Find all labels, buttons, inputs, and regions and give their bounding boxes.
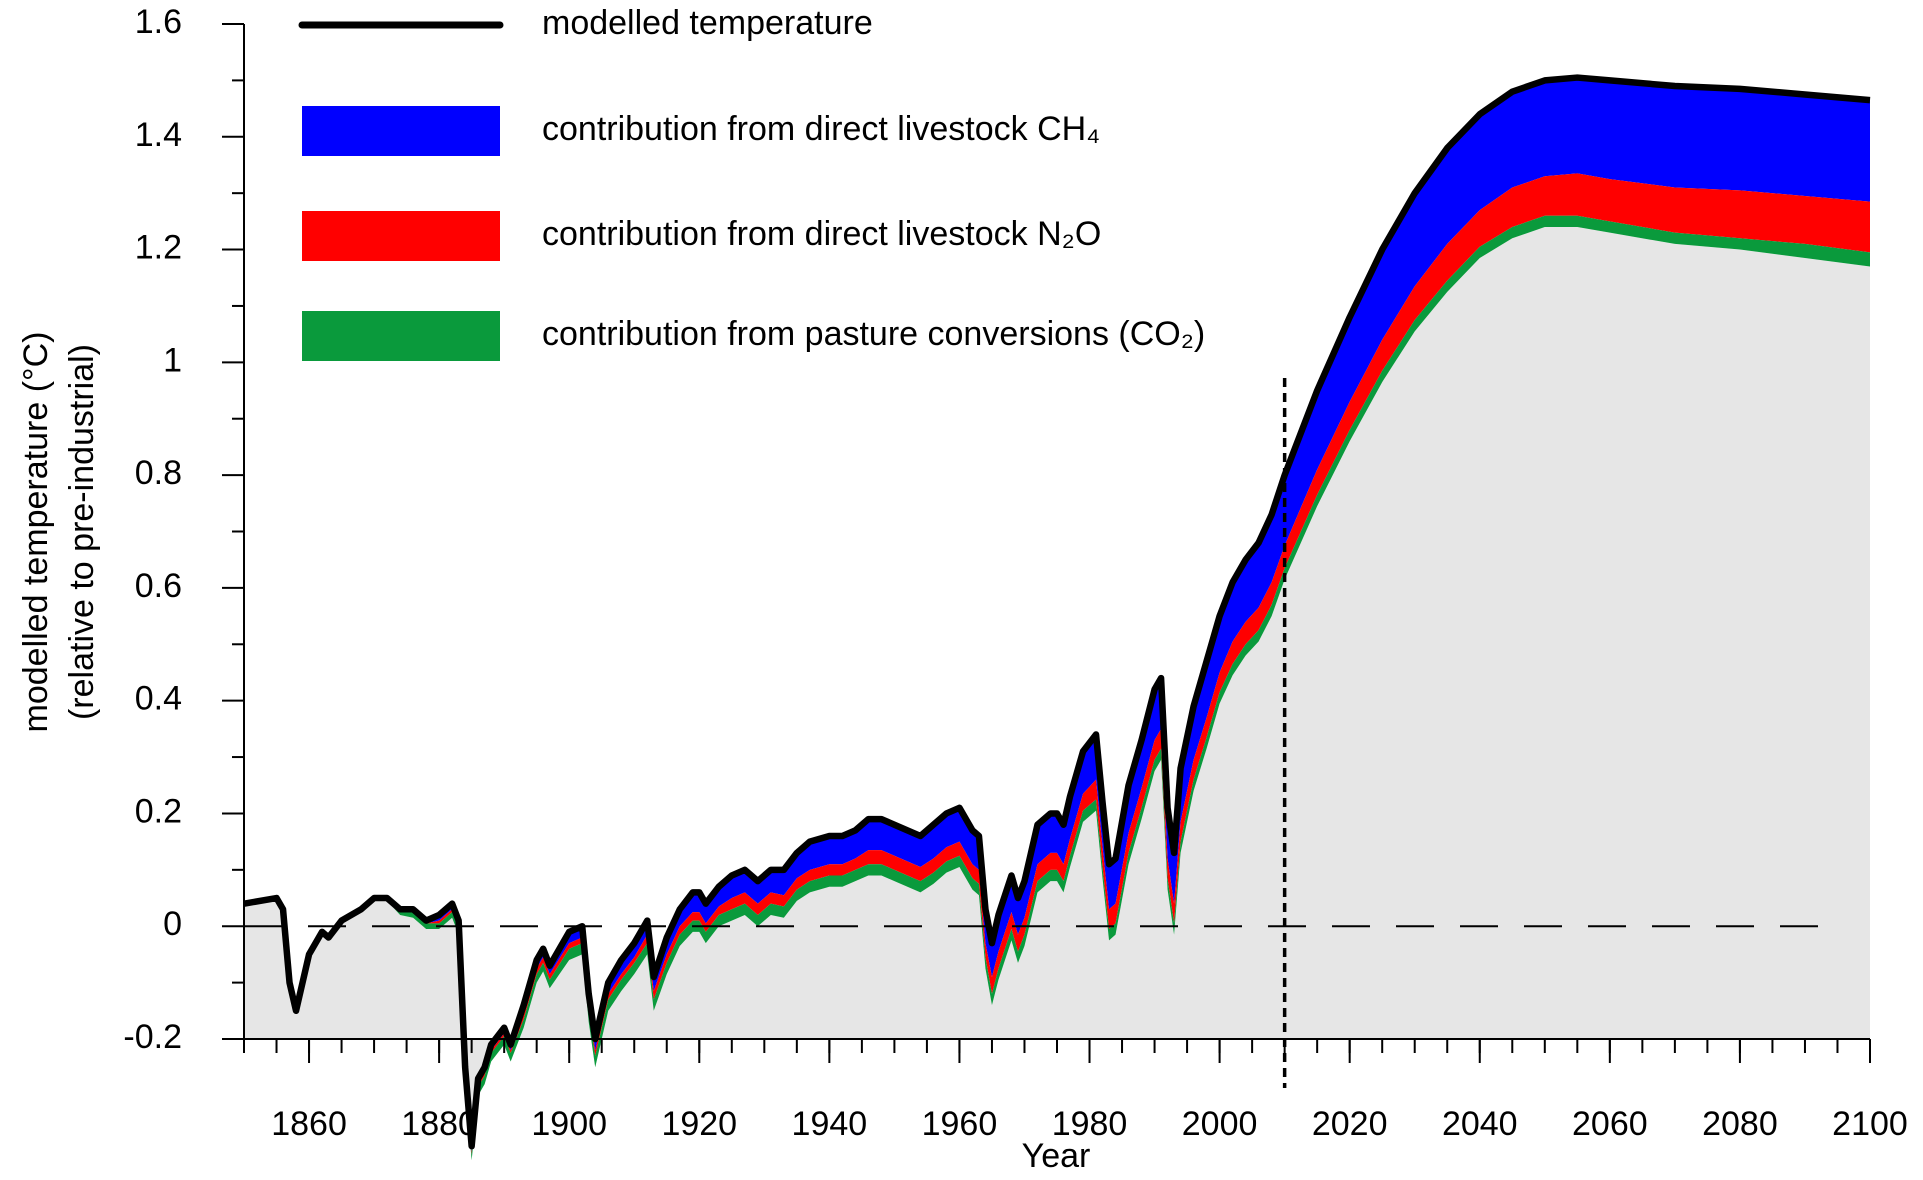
x-tick-label: 1860: [271, 1105, 347, 1143]
y-tick-label: 0.6: [135, 567, 182, 605]
legend-swatch: [302, 311, 500, 361]
x-tick-label: 1960: [922, 1105, 998, 1143]
legend-swatch: [302, 211, 500, 261]
y-tick-label: -0.2: [123, 1018, 182, 1056]
y-tick-label: 1.6: [135, 3, 182, 41]
x-tick-label: 1900: [531, 1105, 607, 1143]
y-tick-label: 0: [163, 905, 182, 943]
y-axis-label: (relative to pre-industrial): [63, 344, 101, 720]
legend-swatch: [302, 106, 500, 156]
y-tick-label: 1: [163, 341, 182, 379]
y-tick-label: 0.4: [135, 680, 182, 718]
x-tick-label: 2080: [1702, 1105, 1778, 1143]
y-tick-label: 0.8: [135, 454, 182, 492]
x-tick-label: 1940: [792, 1105, 868, 1143]
legend-label: modelled temperature: [542, 4, 873, 42]
base-area: [244, 227, 1870, 1161]
x-tick-label: 1880: [401, 1105, 477, 1143]
y-axis-label: modelled temperature (°C): [17, 332, 55, 733]
x-tick-label: 2100: [1832, 1105, 1908, 1143]
y-tick-label: 0.2: [135, 792, 182, 830]
y-tick-label: 1.2: [135, 229, 182, 267]
legend-label: contribution from pasture conversions (C…: [542, 315, 1205, 353]
x-tick-label: 2060: [1572, 1105, 1648, 1143]
temperature-line: [243, 74, 1871, 1150]
x-tick-label: 2000: [1182, 1105, 1258, 1143]
plot-area: [243, 74, 1871, 1161]
legend-label: contribution from direct livestock CH₄: [542, 110, 1100, 148]
x-tick-label: 1920: [661, 1105, 737, 1143]
x-tick-label: 2040: [1442, 1105, 1518, 1143]
x-axis-label: Year: [1022, 1137, 1091, 1175]
x-tick-label: 2020: [1312, 1105, 1388, 1143]
axes: -0.2 0 0.2 0.4 0.6 0.8 1 1.2 1.4 1.6 1860 1880 1900 1…: [123, 3, 1907, 1143]
x-tick-label: 1980: [1052, 1105, 1128, 1143]
y-tick-label: 1.4: [135, 116, 182, 154]
legend: modelled temperature contribution from di…: [298, 4, 1205, 361]
contribution-band: [244, 77, 1870, 1152]
legend-label: contribution from direct livestock N₂O: [542, 215, 1101, 253]
